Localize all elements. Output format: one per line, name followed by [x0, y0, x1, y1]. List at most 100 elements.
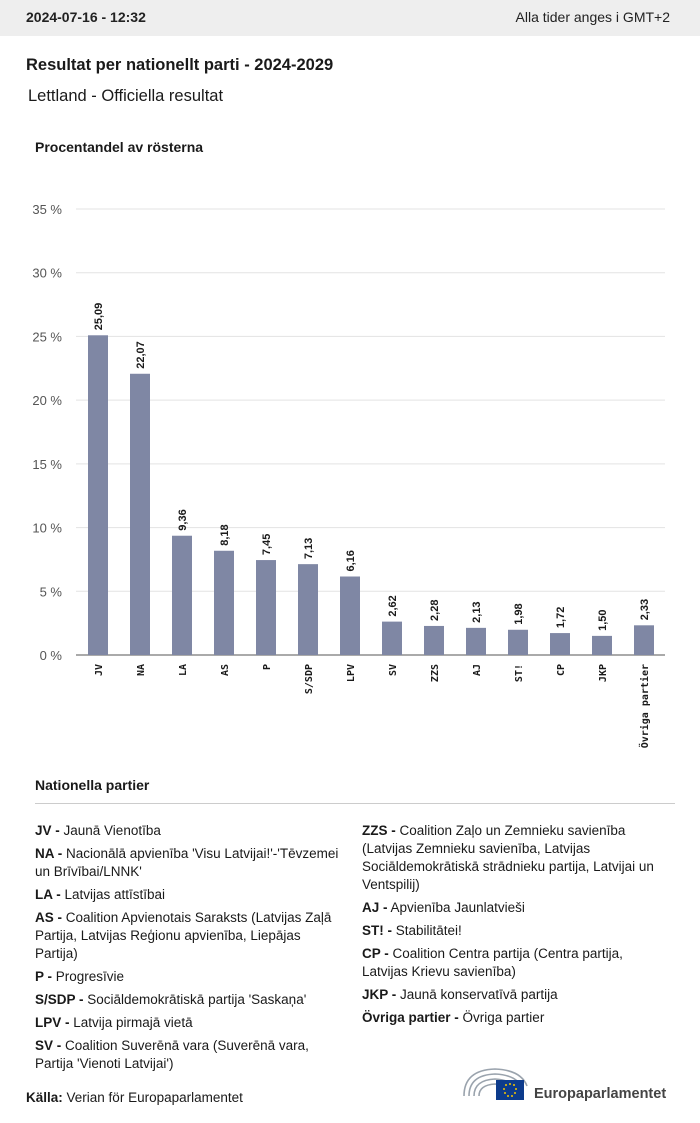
x-tick-label: JV [94, 664, 105, 676]
legend-abbr: CP - [362, 946, 389, 961]
x-tick-label: LA [178, 664, 189, 676]
bar-value-label: 2,13 [471, 601, 483, 622]
legend-item: CP - Coalition Centra partija (Centra pa… [362, 945, 672, 981]
legend-abbr: P - [35, 969, 53, 984]
bar [340, 576, 360, 655]
page-subtitle: Lettland - Officiella resultat [28, 87, 224, 105]
bar [634, 625, 654, 655]
legend-abbr: Övriga partier - [362, 1010, 459, 1025]
legend-abbr: SV - [35, 1038, 62, 1053]
legend-item: ST! - Stabilitātei! [362, 922, 672, 940]
legend-party-name: Sociāldemokrātiskā partija 'Saskaņa' [83, 992, 307, 1007]
legend-party-name: Coalition Centra partija (Centra partija… [362, 946, 623, 979]
x-tick-label: SV [388, 664, 399, 676]
legend-abbr: JV - [35, 823, 60, 838]
legend-party-name: Coalition Apvienotais Saraksts (Latvijas… [35, 910, 332, 961]
legend-abbr: ZZS - [362, 823, 396, 838]
legend-party-name: Jaunā Vienotība [59, 823, 161, 838]
europarl-logo-text: Europaparlamentet [534, 1086, 667, 1102]
bar [592, 635, 612, 655]
x-tick-label: P [262, 664, 273, 670]
bar-value-label: 1,72 [555, 607, 567, 628]
top-bar: 2024-07-16 - 12:32 Alla tider anges i GM… [0, 0, 700, 36]
bar [298, 564, 318, 655]
bar [550, 633, 570, 655]
x-tick-label: ZZS [430, 664, 441, 682]
bar [256, 560, 276, 655]
legend-party-name: Jaunā konservatīvā partija [396, 987, 558, 1002]
legend-item: P - Progresīvie [35, 968, 347, 986]
legend-party-name: Coalition Suverēnā vara (Suverēnā vara, … [35, 1038, 309, 1071]
source-label: Källa: [26, 1090, 63, 1105]
bar-chart: 0 % 5 % 10 % 15 % 20 % 25 % 30 % 35 % 25,09 JV 22,… [32, 202, 665, 748]
bar-value-label: 9,36 [177, 509, 189, 530]
legend-item: LA - Latvijas attīstībai [35, 886, 347, 904]
timestamp: 2024-07-16 - 12:32 [26, 9, 146, 25]
bar [382, 621, 402, 655]
bar [508, 629, 528, 655]
bar [172, 535, 192, 655]
source-text: Verian för Europaparlamentet [66, 1090, 243, 1105]
legend-party-name: Latvija pirmajā vietā [69, 1015, 193, 1030]
bar [214, 550, 234, 655]
y-tick-label: 25 % [32, 329, 62, 344]
legend-party-name: Progresīvie [52, 969, 125, 984]
legend-abbr: S/SDP - [35, 992, 84, 1007]
legend-item: LPV - Latvija pirmajā vietā [35, 1014, 347, 1032]
x-tick-label: NA [136, 664, 147, 676]
legend-party-name: Apvienība Jaunlatvieši [387, 900, 525, 915]
x-tick-label: Övriga partier [637, 664, 651, 748]
legend-abbr: AS - [35, 910, 62, 925]
y-tick-label: 10 % [32, 521, 62, 536]
legend-column-left: JV - Jaunā Vienotība NA - Nacionālā apvie… [35, 822, 347, 1078]
bar-value-label: 25,09 [93, 303, 105, 331]
bar-value-label: 7,45 [261, 534, 273, 555]
bar-value-label: 6,16 [345, 550, 357, 571]
legend-item: JV - Jaunā Vienotība [35, 822, 347, 840]
legend-party-name: Stabilitātei! [392, 923, 462, 938]
y-tick-label: 30 % [32, 266, 62, 281]
legend-abbr: LPV - [35, 1015, 70, 1030]
legend-party-name: Övriga partier [458, 1010, 545, 1025]
legend-abbr: AJ - [362, 900, 388, 915]
legend-abbr: LA - [35, 887, 61, 902]
x-tick-label: CP [556, 664, 567, 676]
x-tick-label: LPV [346, 664, 357, 682]
bar-value-label: 2,33 [639, 599, 651, 620]
legend-abbr: NA - [35, 846, 63, 861]
legend-item: S/SDP - Sociāldemokrātiskā partija 'Sask… [35, 991, 347, 1009]
legend-item: SV - Coalition Suverēnā vara (Suverēnā v… [35, 1037, 347, 1073]
y-tick-label: 0 % [40, 648, 63, 663]
bar [424, 625, 444, 655]
bar-value-label: 2,62 [387, 595, 399, 616]
legend-party-name: Coalition Zaļo un Zemnieku savienība (La… [362, 823, 654, 892]
legend-divider [35, 803, 675, 804]
europarl-logo-icon [463, 1068, 528, 1100]
legend-party-name: Latvijas attīstībai [60, 887, 166, 902]
legend-column-right: ZZS - Coalition Zaļo un Zemnieku savienī… [362, 822, 672, 1032]
timezone-note: Alla tider anges i GMT+2 [515, 9, 670, 25]
legend-item: Övriga partier - Övriga partier [362, 1009, 672, 1027]
legend-item: AJ - Apvienība Jaunlatvieši [362, 899, 672, 917]
x-tick-label: S/SDP [304, 664, 315, 694]
y-axis-label: Procentandel av rösterna [35, 139, 204, 155]
source-note: Källa: Verian för Europaparlamentet [26, 1090, 243, 1105]
bar [88, 335, 108, 655]
legend-item: NA - Nacionālā apvienība 'Visu Latvijai!… [35, 845, 347, 881]
legend-item: ZZS - Coalition Zaļo un Zemnieku savienī… [362, 822, 672, 894]
y-tick-label: 5 % [40, 584, 63, 599]
y-tick-label: 35 % [32, 202, 62, 217]
bar-value-label: 2,28 [429, 600, 441, 621]
bar-value-label: 1,50 [597, 609, 609, 630]
legend-item: JKP - Jaunā konservatīvā partija [362, 986, 672, 1004]
legend-abbr: ST! - [362, 923, 392, 938]
legend-abbr: JKP - [362, 987, 397, 1002]
x-tick-label: AJ [472, 664, 483, 676]
y-tick-label: 15 % [32, 457, 62, 472]
page-title: Resultat per nationellt parti - 2024-202… [26, 56, 334, 74]
legend-title: Nationella partier [35, 777, 150, 793]
x-tick-label: ST! [514, 664, 525, 682]
legend-item: AS - Coalition Apvienotais Saraksts (Lat… [35, 909, 347, 963]
bar [466, 627, 486, 655]
bar [130, 373, 150, 655]
